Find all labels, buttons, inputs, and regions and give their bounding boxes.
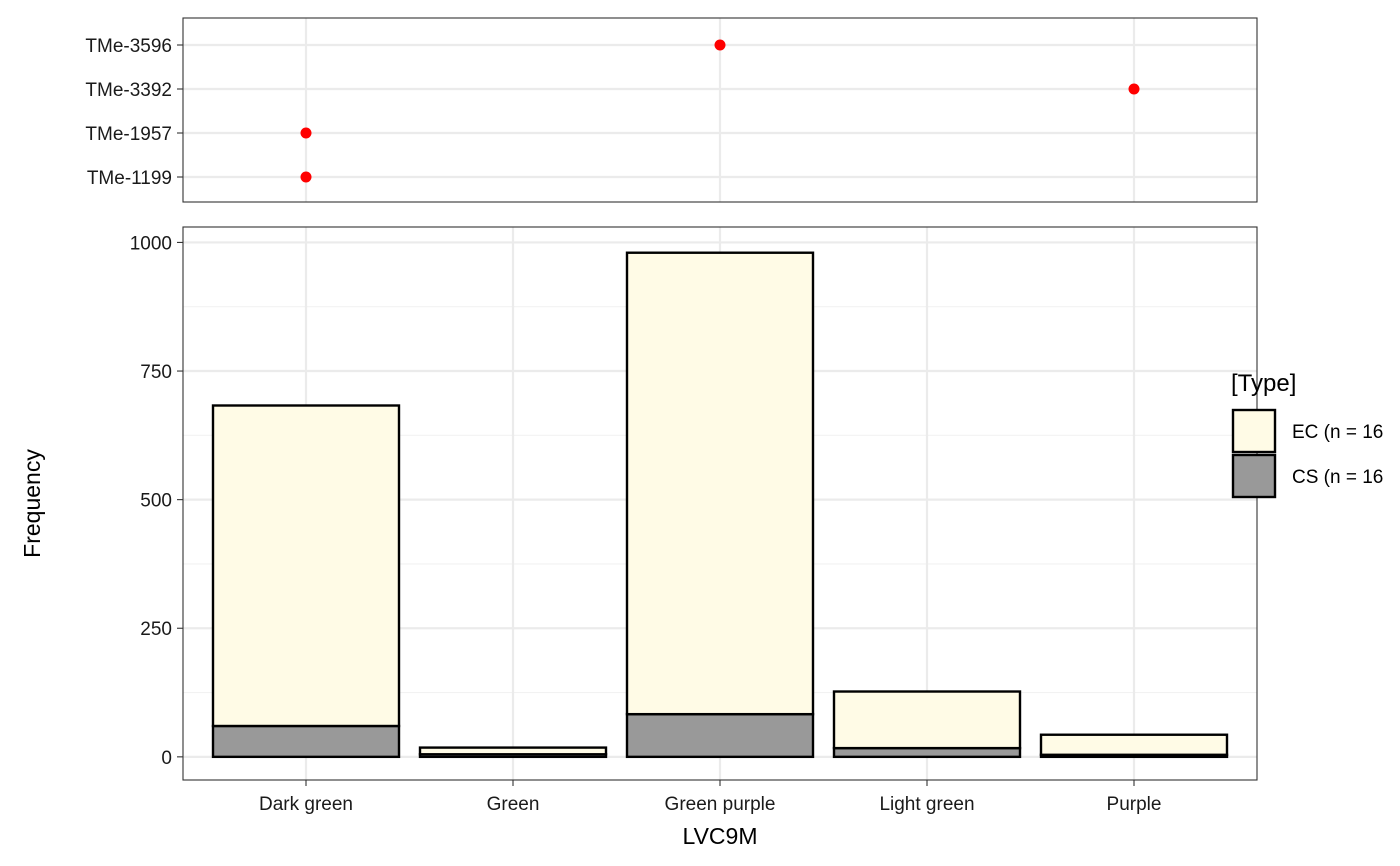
legend-title: [Type] [1231,370,1296,397]
dot-y-tick-label: TMe-1199 [87,168,172,189]
bar-cs-light-green [832,746,1022,759]
legend: [Type] EC (n = 16 CS (n = 16 [1231,370,1383,499]
bar-ec-green-purple [625,251,815,716]
bar-x-tick-label: Green purple [665,794,776,815]
dot-panel-border [182,17,1258,203]
bar-ec-purple [1039,733,1229,756]
legend-label-ec: EC (n = 16 [1292,422,1383,443]
dot-plot-panel: TMe-1199 TMe-1957 TMe-3392 TMe-3596 [85,17,1258,203]
y-axis-title: Frequency [19,449,45,558]
bar-cs-green-purple [625,712,815,759]
bar-y-tick-label: 0 [161,748,172,769]
bar-ec-light-green [832,690,1022,750]
bar-y-tick-label: 750 [140,362,172,383]
dot-y-tick-label: TMe-1957 [85,124,172,145]
dot-point-tme-1199 [300,171,312,183]
dot-y-tick-label: TMe-3392 [85,80,172,101]
legend-key-ec [1231,408,1277,454]
bar-x-tick-label: Purple [1107,794,1162,815]
dot-point-tme-3392 [1128,83,1140,95]
dot-y-tick-label: TMe-3596 [85,36,172,57]
bar-cs-dark-green [211,724,401,759]
bar-x-tick-label: Light green [879,794,974,815]
bar-ec-dark-green [211,404,401,728]
bar-x-tick-label: Dark green [259,794,353,815]
bar-ec-green [418,746,608,756]
bar-y-tick-label: 250 [140,619,172,640]
dot-point-tme-1957 [300,127,312,139]
legend-key-cs [1231,453,1277,499]
bar-chart-panel: 0 250 500 750 1000 Dark green Green Green purpl… [19,226,1258,849]
dot-point-tme-3596 [714,39,726,51]
bar-x-tick-label: Green [487,794,540,815]
x-axis-title: LVC9M [683,823,758,849]
legend-label-cs: CS (n = 16 [1292,467,1383,488]
bar-y-tick-label: 1000 [130,233,172,254]
bar-y-tick-label: 500 [140,491,172,512]
